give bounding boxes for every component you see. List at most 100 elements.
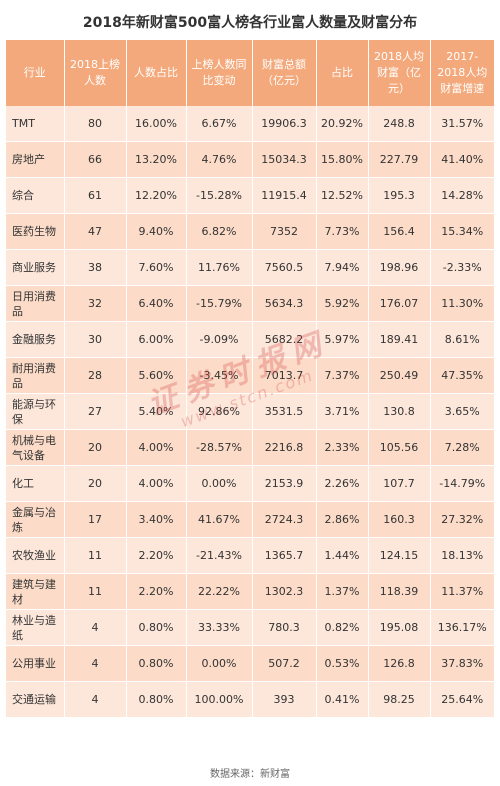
table-cell: 17 [64, 501, 127, 538]
table-cell: 189.41 [368, 321, 431, 358]
table-cell: 507.2 [252, 645, 317, 682]
table-cell: 61 [64, 177, 127, 214]
table-cell: 107.7 [368, 465, 431, 502]
table-cell: 0.00% [186, 645, 253, 682]
table-cell: 1.44% [316, 537, 369, 574]
table-cell: 7.94% [316, 249, 369, 286]
industry-cell: 医药生物 [6, 213, 65, 250]
table-cell: 5.97% [316, 321, 369, 358]
table-cell: 3.65% [430, 393, 494, 430]
table-cell: 0.41% [316, 681, 369, 718]
table-cell: 5.92% [316, 285, 369, 322]
table-cell: 15.34% [430, 213, 494, 250]
table-cell: 11 [64, 573, 127, 610]
table-cell: 12.20% [126, 177, 187, 214]
table-cell: 11.37% [430, 573, 494, 610]
table-cell: -3.45% [186, 357, 253, 394]
table-cell: 20.92% [316, 106, 369, 142]
data-source: 数据来源：新财富 [210, 769, 290, 780]
table-cell: 2.26% [316, 465, 369, 502]
table-cell: 100.00% [186, 681, 253, 718]
table-cell: 98.25 [368, 681, 431, 718]
table-cell: -14.79% [430, 465, 494, 502]
table-row: 金融服务 30 6.00% -9.09% 5682.2 5.97% 189.41 8.61% [6, 321, 494, 358]
table-cell: 2.20% [126, 573, 187, 610]
table-cell: 1365.7 [252, 537, 317, 574]
table-row: 医药生物 47 9.40% 6.82% 7352 7.73% 156.4 15.34% [6, 213, 494, 250]
column-header: 上榜人数同比变动 [186, 40, 253, 106]
industry-cell: 公用事业 [6, 645, 65, 682]
industry-cell: 机械与电气设备 [6, 429, 65, 466]
table-row: 农牧渔业 11 2.20% -21.43% 1365.7 1.44% 124.15 18.13… [6, 537, 494, 574]
table-row: TMT 80 16.00% 6.67% 19906.3 20.92% 248.8 31.57% [6, 106, 494, 142]
table-body: TMT 80 16.00% 6.67% 19906.3 20.92% 248.8 31.57%… [6, 106, 494, 718]
table-cell: 130.8 [368, 393, 431, 430]
table-cell: -28.57% [186, 429, 253, 466]
table-cell: 41.67% [186, 501, 253, 538]
table-cell: 38 [64, 249, 127, 286]
table-cell: 0.53% [316, 645, 369, 682]
table-cell: 6.67% [186, 106, 253, 142]
table-cell: 2.20% [126, 537, 187, 574]
table-row: 建筑与建材 11 2.20% 22.22% 1302.3 1.37% 118.39 11.37… [6, 573, 494, 610]
table-cell: 33.33% [186, 609, 253, 646]
table-cell: 4.00% [126, 429, 187, 466]
table-cell: 4.76% [186, 141, 253, 178]
table-cell: -21.43% [186, 537, 253, 574]
table-row: 日用消费品 32 6.40% -15.79% 5634.3 5.92% 176.07 11.3… [6, 285, 494, 322]
table-cell: 15034.3 [252, 141, 317, 178]
column-header: 财富总额（亿元） [252, 40, 317, 106]
table-cell: 66 [64, 141, 127, 178]
column-header: 占比 [316, 40, 369, 106]
table-cell: 37.83% [430, 645, 494, 682]
table-row: 综合 61 12.20% -15.28% 11915.4 12.52% 195.3 14.28… [6, 177, 494, 214]
table-cell: 195.3 [368, 177, 431, 214]
column-header: 行业 [6, 40, 65, 106]
table-row: 化工 20 4.00% 0.00% 2153.9 2.26% 107.7 -14.79% [6, 465, 494, 502]
table-row: 能源与环保 27 5.40% 92.86% 3531.5 3.71% 130.8 3.65% [6, 393, 494, 430]
industry-cell: 建筑与建材 [6, 573, 65, 610]
table-cell: 5.60% [126, 357, 187, 394]
table-row: 商业服务 38 7.60% 11.76% 7560.5 7.94% 198.96 -2.33% [6, 249, 494, 286]
table-cell: 11.76% [186, 249, 253, 286]
industry-cell: 化工 [6, 465, 65, 502]
table-cell: 13.20% [126, 141, 187, 178]
table-cell: 7352 [252, 213, 317, 250]
table-cell: -2.33% [430, 249, 494, 286]
table-cell: 22.22% [186, 573, 253, 610]
table-cell: 0.00% [186, 465, 253, 502]
table-cell: -15.28% [186, 177, 253, 214]
table-cell: 2.33% [316, 429, 369, 466]
table-cell: 0.80% [126, 681, 187, 718]
table-cell: 195.08 [368, 609, 431, 646]
table-cell: 126.8 [368, 645, 431, 682]
table-cell: 32 [64, 285, 127, 322]
industry-cell: 综合 [6, 177, 65, 214]
industry-cell: 日用消费品 [6, 285, 65, 322]
table-cell: 30 [64, 321, 127, 358]
table-cell: 11915.4 [252, 177, 317, 214]
table-cell: 11.30% [430, 285, 494, 322]
table-cell: 0.80% [126, 645, 187, 682]
table-cell: 2153.9 [252, 465, 317, 502]
table-cell: 3531.5 [252, 393, 317, 430]
industry-cell: 房地产 [6, 141, 65, 178]
table-cell: 12.52% [316, 177, 369, 214]
table-cell: 1.37% [316, 573, 369, 610]
table-cell: 2724.3 [252, 501, 317, 538]
table-cell: 250.49 [368, 357, 431, 394]
table-cell: 136.17% [430, 609, 494, 646]
table-cell: 20 [64, 429, 127, 466]
table-cell: 0.80% [126, 609, 187, 646]
table-cell: 7.73% [316, 213, 369, 250]
table-cell: 7.60% [126, 249, 187, 286]
table-cell: 6.40% [126, 285, 187, 322]
industry-cell: 林业与造纸 [6, 609, 65, 646]
table-cell: 227.79 [368, 141, 431, 178]
industry-cell: 商业服务 [6, 249, 65, 286]
table-cell: 7.37% [316, 357, 369, 394]
table-cell: 27 [64, 393, 127, 430]
industry-cell: 交通运输 [6, 681, 65, 718]
table-cell: 0.82% [316, 609, 369, 646]
table-cell: 3.40% [126, 501, 187, 538]
